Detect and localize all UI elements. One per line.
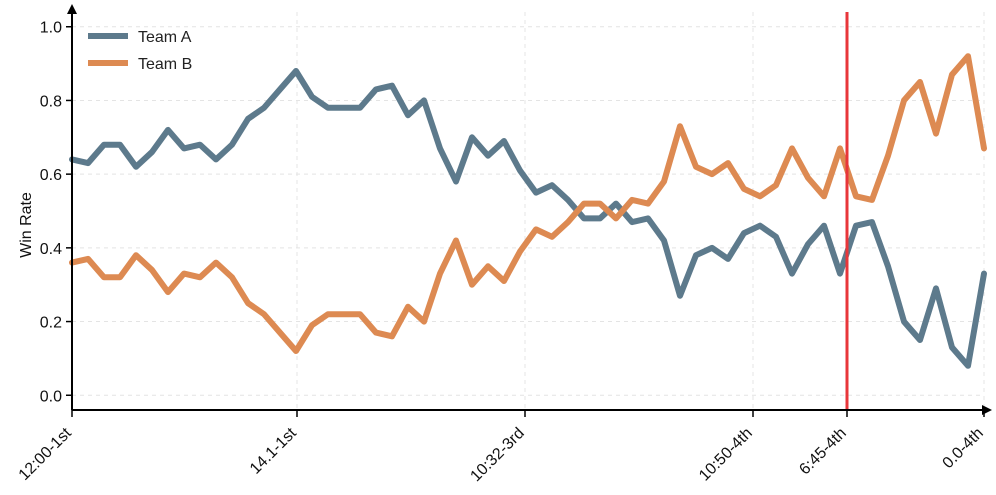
legend-label-team-a: Team A xyxy=(138,29,192,46)
x-tick-label: 10:50-4th xyxy=(696,425,756,485)
y-tick-label: 0.2 xyxy=(40,315,62,332)
legend-label-team-b: Team B xyxy=(138,56,192,73)
grid xyxy=(71,12,985,410)
y-ticks: 0.0 0.2 0.4 0.6 0.8 1.0 xyxy=(40,20,72,405)
series-line-team-b xyxy=(69,53,987,354)
y-tick-label: 1.0 xyxy=(40,20,62,37)
legend: Team A Team B xyxy=(88,29,192,73)
x-ticks: 12:00-1st 14.1-1st 10:32-3rd 10:50-4th 6:45-… xyxy=(16,410,987,485)
x-tick-label: 0.0-4th xyxy=(940,425,987,472)
y-axis-arrow xyxy=(67,4,77,14)
y-tick-label: 0.8 xyxy=(40,93,62,110)
x-tick-label: 12:00-1st xyxy=(16,424,76,484)
series-lines xyxy=(69,53,987,369)
x-tick-label: 10:32-3rd xyxy=(467,425,527,485)
y-tick-label: 0.6 xyxy=(40,167,62,184)
x-tick-label: 14.1-1st xyxy=(247,424,300,477)
y-axis-title: Win Rate xyxy=(18,192,35,258)
x-tick-label: 6:45-4th xyxy=(796,425,850,479)
series-line-team-a xyxy=(69,68,987,369)
y-tick-label: 0.4 xyxy=(40,241,62,258)
y-tick-label: 0.0 xyxy=(40,388,62,405)
